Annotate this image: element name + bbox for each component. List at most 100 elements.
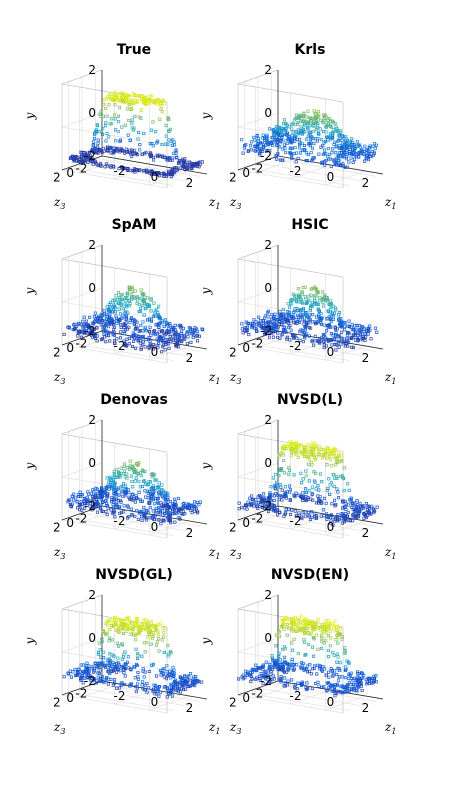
data-point (92, 150, 96, 154)
data-point (301, 477, 305, 481)
data-point (162, 172, 166, 176)
data-point (304, 321, 308, 325)
data-point (276, 138, 280, 142)
data-point (262, 492, 266, 496)
data-point (187, 506, 191, 510)
data-point (298, 151, 303, 155)
data-point (287, 507, 291, 511)
data-point (362, 149, 366, 153)
y-axis-label-sub: 3 (60, 202, 65, 211)
data-point (314, 128, 318, 132)
data-point (293, 509, 297, 513)
data-point (306, 134, 310, 138)
data-point (142, 292, 146, 296)
data-point (283, 485, 287, 489)
data-point (143, 152, 147, 156)
data-point (303, 295, 307, 299)
data-point (347, 488, 351, 492)
data-point (253, 149, 258, 153)
data-point (105, 513, 109, 517)
data-point (308, 123, 312, 128)
data-point (139, 509, 144, 513)
data-point (282, 655, 286, 659)
data-point (360, 689, 364, 693)
data-point (242, 144, 247, 148)
y-tick-label: -2 (75, 336, 87, 350)
data-point (107, 135, 111, 139)
data-point (304, 445, 308, 449)
data-point (331, 136, 335, 140)
data-point (323, 163, 327, 167)
data-point (126, 168, 130, 173)
data-point (258, 153, 262, 157)
y-tick-label: 0 (242, 691, 250, 705)
data-point (338, 144, 342, 148)
data-point (131, 149, 135, 154)
data-point (136, 338, 140, 342)
data-point (306, 152, 310, 157)
data-point (104, 340, 108, 344)
data-point (111, 164, 115, 168)
data-point (330, 151, 334, 155)
x-axis-line (101, 330, 208, 350)
data-point (298, 138, 302, 142)
data-point (124, 317, 128, 321)
data-point (289, 444, 293, 448)
data-point (275, 480, 279, 484)
data-point (178, 517, 182, 521)
data-point (103, 312, 107, 316)
data-point (294, 445, 298, 449)
data-point (321, 152, 325, 156)
data-point (166, 117, 170, 121)
data-point (331, 128, 335, 132)
data-point (250, 494, 254, 498)
data-point (356, 339, 360, 343)
data-point (257, 501, 261, 505)
data-point (104, 139, 108, 143)
data-point (310, 645, 314, 649)
data-point (344, 676, 348, 680)
x-tick-label: -2 (114, 339, 126, 353)
data-point (272, 498, 276, 502)
grid-line (68, 342, 174, 362)
data-point (134, 346, 138, 350)
data-point (242, 328, 247, 332)
data-point (309, 672, 313, 676)
data-point (141, 292, 145, 297)
data-point (316, 131, 320, 136)
data-point (308, 142, 312, 146)
data-point (143, 295, 147, 299)
data-point (135, 508, 139, 513)
data-point (146, 296, 150, 300)
data-point (310, 300, 314, 304)
data-point (304, 474, 308, 478)
data-point (98, 648, 102, 652)
data-point (339, 474, 343, 479)
data-point (263, 329, 267, 333)
data-point (135, 100, 139, 104)
data-point (89, 333, 94, 337)
data-point (320, 453, 324, 457)
z-axis-label: y (199, 287, 213, 295)
data-point (303, 514, 307, 518)
data-point (107, 652, 112, 656)
data-point (319, 118, 323, 122)
data-point (137, 490, 141, 494)
data-point (148, 325, 152, 329)
z-axis-label: y (23, 112, 37, 120)
data-point (253, 144, 257, 148)
data-point (195, 500, 200, 504)
data-point (283, 317, 288, 322)
data-point (195, 339, 200, 343)
data-point (302, 454, 306, 458)
z-tick-label: -2 (260, 499, 272, 513)
data-point (80, 335, 84, 339)
data-point (266, 311, 270, 315)
data-point (80, 493, 84, 497)
data-point (302, 335, 307, 339)
x-axis-label-sub: 1 (391, 377, 396, 386)
data-point (161, 155, 165, 159)
data-point (127, 497, 131, 501)
data-point (112, 333, 116, 337)
data-point (271, 509, 275, 513)
